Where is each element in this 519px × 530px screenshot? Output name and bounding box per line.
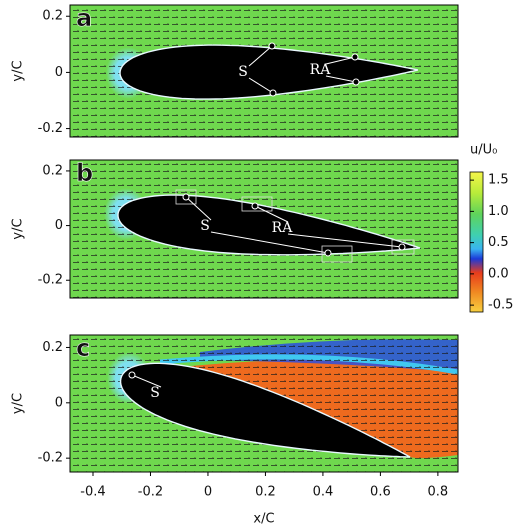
x-tick-label: 0.8: [428, 485, 449, 500]
panel-label: a: [76, 4, 92, 32]
marker-point: [352, 78, 360, 86]
annotation: S: [150, 385, 160, 401]
leader-line: [287, 233, 403, 248]
leader-line: [185, 196, 212, 221]
y-tick-label: 0: [55, 65, 63, 80]
y-axis-label: y/C: [11, 393, 26, 414]
airfoil: [117, 194, 421, 256]
x-tick-label: 0.2: [255, 485, 276, 500]
y-tick-label: -0.2: [38, 273, 63, 288]
highlight-box: [391, 239, 415, 255]
highlight-box: [241, 196, 273, 212]
panel: b 0.2 0 -0.2 y/C S RA u/U₀ 1.5 1.0 0.5 0.0 -0.5: [11, 143, 514, 313]
highlight-box: [175, 189, 197, 205]
y-tick-label: 0.2: [42, 9, 63, 24]
panel-label: c: [76, 334, 90, 362]
leader-line: [254, 205, 289, 223]
colorbar: [469, 171, 484, 313]
x-tick-label: -0.2: [138, 485, 163, 500]
colorbar-title: u/U₀: [470, 143, 497, 158]
leader-line: [131, 374, 162, 388]
marker-point: [324, 249, 332, 257]
marker-point: [182, 193, 190, 201]
marker-point: [251, 202, 259, 210]
y-tick-label: 0.2: [42, 163, 63, 178]
marker-point: [351, 53, 359, 61]
leader-line: [325, 56, 356, 65]
panel-frame: [69, 334, 459, 473]
leader-line: [325, 75, 357, 83]
colorbar-tick-label: 1.5: [488, 173, 509, 188]
x-tick-label: 0.4: [313, 485, 334, 500]
y-tick-label: 0: [55, 218, 63, 233]
y-tick-label: -0.2: [38, 121, 63, 136]
colorbar-tick-label: 1.0: [488, 204, 509, 219]
x-tick-label: -0.4: [80, 485, 105, 500]
y-axis-label: y/C: [11, 218, 26, 239]
colorbar-tick-label: 0.5: [488, 235, 509, 250]
annotation: S: [238, 64, 248, 80]
leader-line: [248, 77, 274, 94]
panel: c 0.2 0 -0.2 y/C -0.4 -0.2 0 0.2 0.4 0.6 0.8 x/C S: [11, 334, 459, 527]
airfoil: [119, 44, 419, 100]
panel-frame: [69, 4, 459, 138]
marker-point: [128, 371, 136, 379]
x-tick-label: 0: [204, 485, 212, 500]
y-axis-label: y/C: [11, 60, 26, 81]
leader-line: [210, 231, 329, 254]
airfoil: [119, 362, 411, 458]
highlight-box: [321, 245, 353, 263]
x-axis-label: x/C: [253, 512, 274, 527]
annotation: RA: [272, 220, 294, 236]
marker-point: [268, 42, 276, 50]
y-tick-label: 0: [55, 395, 63, 410]
leader-line: [248, 45, 273, 67]
x-tick-label: 0.6: [370, 485, 391, 500]
y-tick-label: -0.2: [38, 451, 63, 466]
marker-point: [269, 89, 277, 97]
annotation: S: [200, 218, 210, 234]
panel-label: b: [76, 159, 93, 187]
colorbar-tick-label: 0.0: [488, 266, 509, 281]
y-tick-label: 0.2: [42, 340, 63, 355]
marker-point: [398, 243, 406, 251]
panel-frame: [69, 159, 459, 299]
colorbar-tick-label: -0.5: [488, 298, 513, 313]
panel: a 0.2 0 -0.2 y/C S RA: [11, 4, 459, 138]
annotation: RA: [310, 62, 332, 78]
